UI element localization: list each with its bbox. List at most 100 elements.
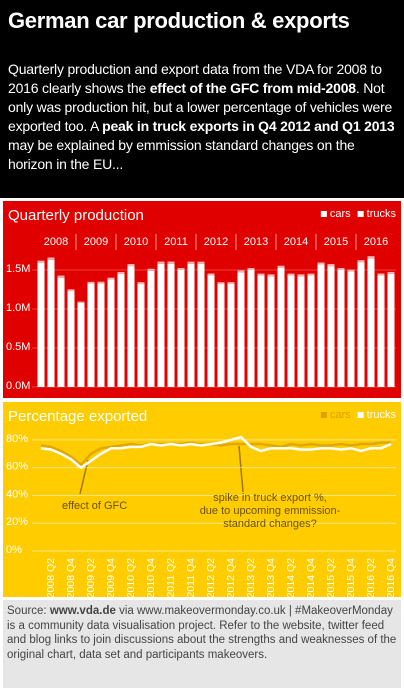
footer-text: Source: bbox=[7, 605, 50, 617]
bar bbox=[277, 267, 285, 387]
intro-text: may be explained by emmission standard c… bbox=[8, 137, 355, 172]
bar bbox=[77, 301, 85, 303]
footer-text: via www.makeovermonday.co.uk | #Makeover… bbox=[7, 605, 397, 661]
y-tick-label: 60% bbox=[6, 461, 28, 473]
bar bbox=[107, 277, 115, 280]
x-tick-label: 2008 Q2 bbox=[45, 558, 57, 598]
x-tick-label: 2014 Q4 bbox=[305, 558, 317, 598]
intro-bold: effect of the GFC from mid-2008 bbox=[149, 80, 356, 96]
legend-label: cars bbox=[330, 208, 351, 220]
bar bbox=[227, 284, 235, 387]
bar bbox=[297, 274, 305, 277]
footer-bold: www.vda.de bbox=[49, 605, 116, 617]
y-tick-label: 1.0M bbox=[6, 302, 30, 314]
x-tick-label: 2016 Q4 bbox=[385, 558, 397, 598]
bar bbox=[157, 261, 165, 264]
bar bbox=[117, 273, 125, 387]
bar bbox=[197, 261, 205, 264]
year-label: 2013 bbox=[244, 236, 268, 248]
bar bbox=[267, 274, 275, 277]
x-tick-label: 2015 Q4 bbox=[345, 558, 357, 598]
legend-label: trucks bbox=[367, 208, 397, 220]
bar bbox=[347, 269, 355, 272]
bar bbox=[317, 262, 325, 265]
bar bbox=[337, 270, 345, 387]
y-tick-label: 0% bbox=[6, 544, 22, 556]
bar bbox=[107, 279, 115, 387]
intro: Quarterly production and export data fro… bbox=[8, 60, 398, 174]
bar bbox=[287, 275, 295, 387]
bar bbox=[227, 282, 235, 285]
bar bbox=[347, 271, 355, 387]
year-label: 2015 bbox=[324, 236, 348, 248]
bar bbox=[187, 261, 195, 264]
x-tick-label: 2008 Q4 bbox=[65, 558, 77, 598]
legend-swatch bbox=[320, 412, 327, 418]
bar bbox=[257, 275, 265, 387]
line bbox=[40, 441, 391, 467]
x-tick-label: 2009 Q4 bbox=[105, 558, 117, 598]
line bbox=[40, 435, 392, 470]
annotation: effect of GFC bbox=[62, 500, 127, 512]
arrow bbox=[79, 459, 89, 495]
annotation-arrows bbox=[79, 445, 244, 495]
bar bbox=[377, 275, 385, 387]
x-tick-label: 2016 Q2 bbox=[365, 558, 377, 598]
annotation: standard changes? bbox=[223, 518, 317, 530]
bar bbox=[47, 257, 55, 260]
title: German car production & exports bbox=[8, 8, 350, 33]
bar bbox=[377, 273, 385, 276]
y-tick-label: 40% bbox=[6, 488, 28, 500]
bar bbox=[117, 272, 125, 274]
bar bbox=[147, 268, 155, 271]
legend-label: cars bbox=[330, 409, 351, 421]
y-tick-label: 80% bbox=[6, 433, 28, 445]
y-tick-label: 0.0M bbox=[6, 380, 30, 392]
bar bbox=[217, 282, 225, 285]
bar bbox=[67, 291, 75, 387]
bar bbox=[167, 261, 175, 264]
year-label: 2009 bbox=[84, 236, 108, 248]
bar bbox=[237, 272, 245, 387]
bar bbox=[207, 275, 215, 387]
y-tick-label: 20% bbox=[6, 516, 28, 528]
legend-swatch bbox=[320, 211, 327, 217]
legend-swatch bbox=[357, 412, 364, 418]
bar bbox=[67, 289, 75, 292]
y-tick-label: 0.5M bbox=[6, 341, 30, 353]
y-tick-label: 1.5M bbox=[6, 263, 30, 275]
year-label: 2008 bbox=[44, 236, 68, 248]
bar bbox=[327, 266, 335, 387]
bar bbox=[127, 266, 135, 387]
bar bbox=[37, 260, 45, 263]
bar bbox=[367, 256, 375, 259]
bar bbox=[357, 262, 365, 387]
chart-title: Quarterly production bbox=[8, 207, 144, 224]
bar bbox=[177, 270, 185, 387]
year-label: 2014 bbox=[284, 236, 308, 248]
x-tick-label: 2010 Q4 bbox=[145, 558, 157, 598]
x-tick-label: 2014 Q2 bbox=[285, 558, 297, 598]
bar bbox=[147, 270, 155, 387]
bar bbox=[367, 258, 375, 387]
x-tick-label: 2011 Q2 bbox=[165, 558, 177, 598]
bar bbox=[37, 262, 45, 387]
intro-bold: peak in truck exports in Q4 2012 and Q1 … bbox=[102, 118, 395, 134]
bar bbox=[47, 259, 55, 387]
x-tick-label: 2010 Q2 bbox=[125, 558, 137, 598]
bar bbox=[197, 263, 205, 387]
bar bbox=[287, 273, 295, 276]
bar bbox=[57, 277, 65, 387]
bar bbox=[167, 263, 175, 387]
bar bbox=[387, 273, 395, 387]
bar bbox=[137, 282, 145, 285]
x-tick-label: 2011 Q4 bbox=[185, 558, 197, 598]
year-label: 2016 bbox=[364, 236, 388, 248]
legend-swatch bbox=[357, 211, 364, 217]
bar bbox=[87, 281, 95, 284]
bar bbox=[247, 270, 255, 387]
x-tick-label: 2013 Q4 bbox=[265, 558, 277, 598]
bar bbox=[87, 283, 95, 387]
bar bbox=[157, 263, 165, 387]
